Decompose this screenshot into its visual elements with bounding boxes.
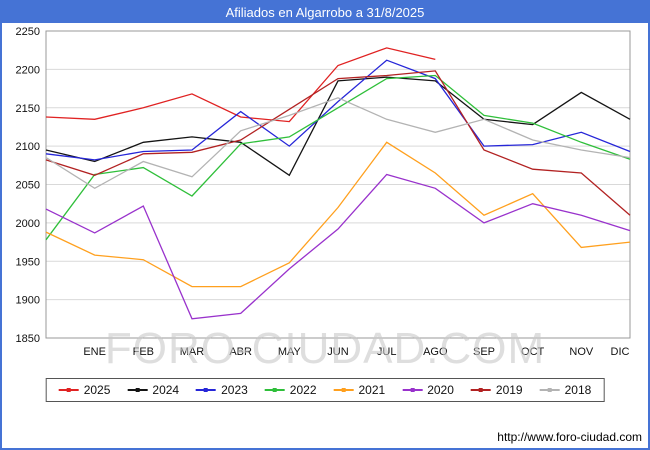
legend-label: 2021 [358, 383, 386, 397]
legend-line-sample [127, 386, 148, 394]
legend-item-2024: 2024 [127, 383, 179, 397]
y-tick-label: 2000 [16, 218, 40, 230]
y-tick-label: 2050 [16, 180, 40, 192]
line-chart: 1850 1900 1950 2000 2050 2100 2150 2200 2250 ENE F… [2, 23, 648, 376]
y-tick-label: 2150 [16, 103, 40, 115]
y-tick-label: 2250 [16, 26, 40, 38]
series-line-2020 [45, 173, 631, 320]
x-tick-label: MAY [278, 346, 302, 358]
legend-line-sample [196, 386, 217, 394]
y-tick-label: 1850 [16, 333, 40, 345]
legend-line-sample [539, 386, 560, 394]
series-line-2021 [45, 141, 631, 288]
x-tick-label: FEB [133, 346, 154, 358]
series-line-2025 [45, 47, 436, 123]
x-tick-label: ABR [229, 346, 252, 358]
legend-line-sample [58, 386, 79, 394]
plot-border [45, 30, 631, 339]
legend-label: 2022 [289, 383, 317, 397]
chart-legend: 2025 2024 2023 2022 2021 2020 2019 2018 [45, 378, 605, 402]
y-tick-label: 2100 [16, 141, 40, 153]
legend-label: 2025 [83, 383, 111, 397]
series-line-2023 [45, 59, 631, 161]
source-url[interactable]: http://www.foro-ciudad.com [497, 430, 642, 444]
x-tick-label: JUN [327, 346, 348, 358]
legend-label: 2023 [221, 383, 248, 397]
y-tick-label: 2200 [16, 64, 40, 76]
series-line-2022 [45, 74, 631, 241]
x-tick-label: OCT [521, 346, 545, 358]
legend-line-sample [470, 386, 491, 394]
x-tick-label: NOV [569, 346, 594, 358]
x-tick-label: ENE [83, 346, 106, 358]
legend-line-sample [333, 386, 354, 394]
series-line-2018 [45, 97, 631, 190]
x-tick-label: DIC [611, 346, 630, 358]
series-line-2024 [45, 76, 631, 177]
legend-item-2021: 2021 [333, 383, 386, 397]
y-tick-label: 1950 [16, 256, 40, 268]
x-tick-label: SEP [473, 346, 495, 358]
legend-label: 2020 [427, 383, 454, 397]
legend-item-2023: 2023 [196, 383, 248, 397]
x-tick-label: AGO [423, 346, 448, 358]
gridlines [46, 30, 630, 339]
x-tick-label: JUL [377, 346, 397, 358]
legend-item-2018: 2018 [539, 383, 592, 397]
x-tick-label: MAR [180, 346, 205, 358]
legend-item-2019: 2019 [470, 383, 523, 397]
legend-item-2022: 2022 [264, 383, 317, 397]
y-tick-label: 1900 [16, 295, 40, 307]
series-line-2019 [45, 70, 631, 216]
legend-item-2020: 2020 [402, 383, 454, 397]
chart-canvas: 1850 1900 1950 2000 2050 2100 2150 2200 2250 ENE F… [16, 26, 631, 358]
legend-label: 2019 [495, 383, 523, 397]
legend-line-sample [264, 386, 285, 394]
legend-label: 2018 [564, 383, 592, 397]
chart-title: Afiliados en Algarrobo a 31/8/2025 [2, 2, 648, 23]
legend-item-2025: 2025 [58, 383, 111, 397]
legend-line-sample [402, 386, 423, 394]
legend-label: 2024 [152, 383, 180, 397]
